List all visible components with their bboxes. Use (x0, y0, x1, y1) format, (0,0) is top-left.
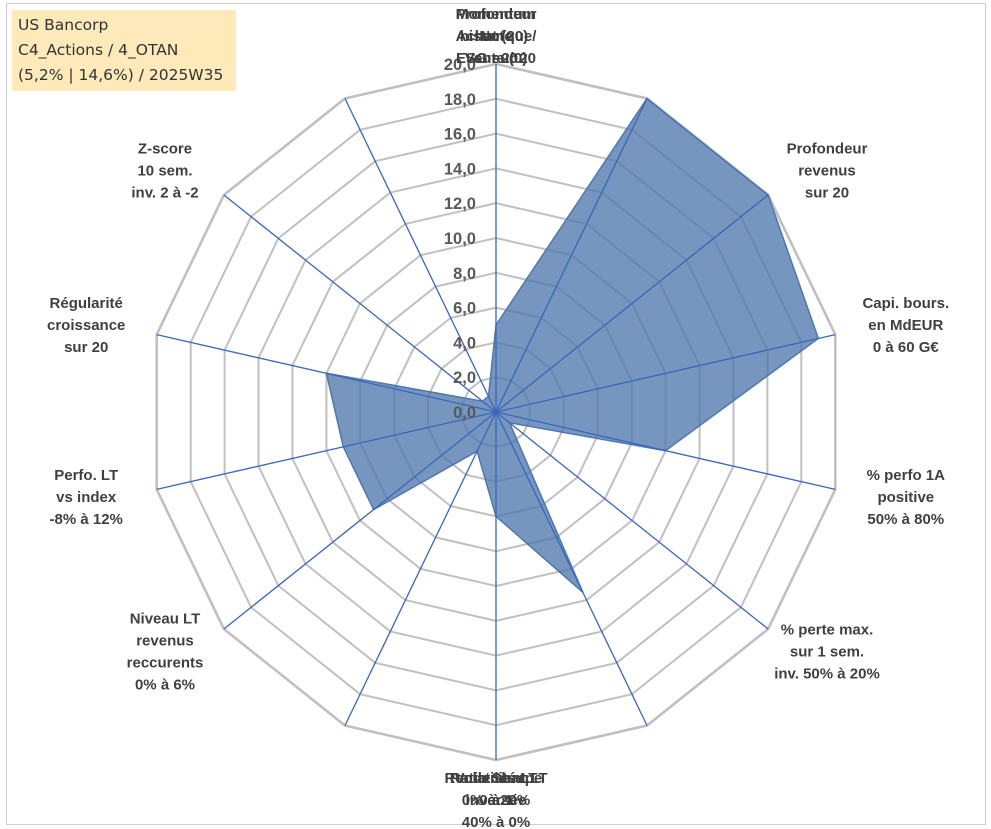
axis-label: Profondeur revenus sur 20 (787, 140, 868, 201)
axis-spoke (223, 411, 497, 630)
axis-spoke (495, 411, 648, 726)
axis-spoke (495, 194, 769, 413)
axis-label: % perfo 1A positive 50% à 80% (867, 467, 946, 528)
axis-spoke (495, 333, 836, 413)
tick-label: 14,0 (444, 160, 476, 178)
tick-label: 4,0 (453, 334, 476, 352)
axis-label: Capi. bours. en MdEUR 0 à 60 G€ (862, 295, 949, 356)
tick-label: 12,0 (444, 195, 476, 213)
axis-label: Profondeur historique sur 20 (456, 6, 537, 67)
axis-spoke (156, 333, 497, 413)
axis-spoke (495, 411, 836, 491)
axis-spoke (223, 194, 497, 413)
axis-label: Momentum Achat (20) / Vente (0) (456, 6, 538, 67)
tick-label: 2,0 (453, 369, 476, 387)
axis-spoke (156, 411, 497, 491)
radar-spokes (156, 64, 836, 760)
info-category: C4_Actions / 4_OTAN (18, 41, 179, 59)
axis-spoke (495, 411, 769, 630)
axis-label: Régularité croissance sur 20 (47, 295, 125, 356)
info-company: US Bancorp (18, 16, 109, 34)
series-area (325, 97, 820, 594)
info-box: US Bancorp C4_Actions / 4_OTAN (5,2% | 1… (12, 10, 236, 91)
tick-label: 6,0 (453, 300, 476, 318)
info-stats: (5,2% | 14,6%) / 2025W35 (18, 66, 224, 84)
axis-label: Z-score 10 sem. inv. 2 à -2 (131, 140, 198, 201)
axis-label: Ratio Sharpe 0 à 1 (450, 770, 543, 809)
axis-label: % perte max. sur 1 sem. inv. 50% à 20% (774, 622, 880, 683)
tick-label: 10,0 (444, 230, 476, 248)
axis-label: Rendement LT 0% à 20% (444, 770, 547, 809)
tick-label: 20,0 (444, 56, 476, 74)
tick-label: 18,0 (444, 91, 476, 109)
tick-label: 16,0 (444, 126, 476, 144)
tick-label: 8,0 (453, 265, 476, 283)
axis-spoke (495, 98, 648, 413)
radar-series (325, 97, 820, 594)
axis-label: Perfo. LT vs index -8% à 12% (50, 467, 123, 528)
radar-tick-labels: 0,0 2,0 4,0 6,0 8,0 10,0 12,0 14,0 16,0 18,0 20,0 (444, 56, 476, 422)
axis-label: Note ESG sur 20 (456, 28, 536, 67)
tick-label: 0,0 (453, 404, 476, 422)
axis-label: Volatilité LT inversée 40% à 0% (455, 770, 538, 829)
axis-spoke (344, 411, 497, 726)
axis-label: Niveau LT revenus reccurents 0% à 6% (127, 611, 204, 694)
axis-spoke (344, 98, 497, 413)
